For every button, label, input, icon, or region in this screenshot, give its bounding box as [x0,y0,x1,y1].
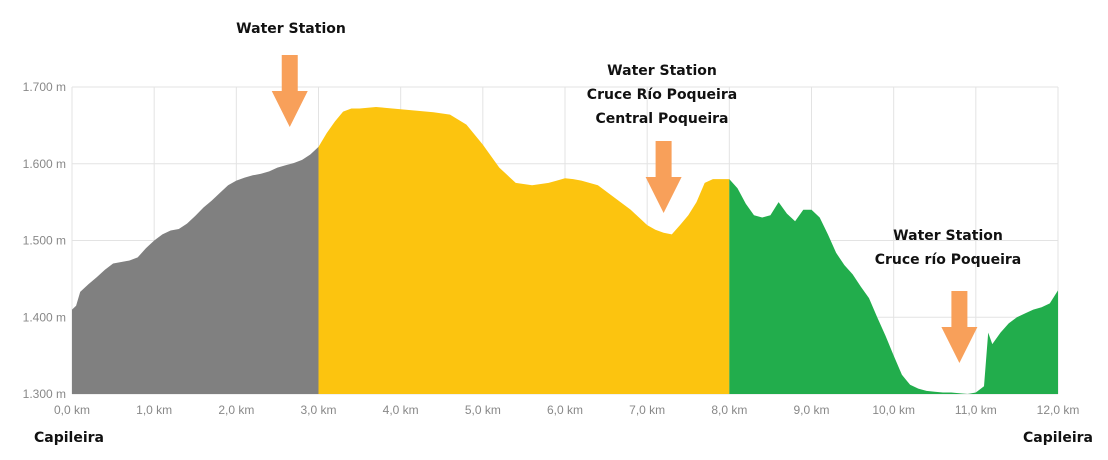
down-arrow-icon [645,141,682,213]
x-tick-label: 9,0 km [793,403,829,417]
annotation-line: Water Station [236,21,346,37]
annotation-line: Water Station [607,63,717,79]
x-tick-label: 0,0 km [54,403,90,417]
elevation-area-segment [318,107,730,394]
y-tick-label: 1.300 m [23,387,66,401]
annotation-water-station-2: Water Station Cruce Río Poqueira Central… [577,59,747,131]
start-label: Capileira [34,430,104,446]
elevation-area-segment [729,179,1058,394]
annotation-line: Central Poqueira [595,111,729,127]
y-tick-label: 1.400 m [23,310,66,324]
elevation-area-segment [72,146,319,394]
annotation-line: Water Station [893,228,1003,244]
annotation-line: Cruce río Poqueira [874,252,1022,268]
annotation-water-station-3: Water Station Cruce río Poqueira [868,224,1028,272]
y-tick-label: 1.700 m [23,80,66,94]
x-tick-label: 8,0 km [711,403,747,417]
x-tick-label: 11,0 km [955,403,997,417]
down-arrow-icon [941,291,978,363]
y-tick-label: 1.600 m [23,157,66,171]
x-tick-label: 10,0 km [872,403,915,417]
x-tick-label: 2,0 km [218,403,254,417]
x-tick-label: 3,0 km [300,403,336,417]
end-label: Capileira [1023,430,1093,446]
annotation-water-station-1: Water Station [231,17,351,41]
x-tick-label: 7,0 km [629,403,665,417]
x-tick-label: 6,0 km [547,403,583,417]
y-tick-label: 1.500 m [23,234,66,248]
x-tick-label: 5,0 km [465,403,501,417]
annotation-line: Cruce Río Poqueira [586,87,738,103]
x-tick-label: 4,0 km [383,403,419,417]
x-tick-label: 12,0 km [1037,403,1080,417]
x-tick-label: 1,0 km [136,403,172,417]
down-arrow-icon [271,55,308,127]
